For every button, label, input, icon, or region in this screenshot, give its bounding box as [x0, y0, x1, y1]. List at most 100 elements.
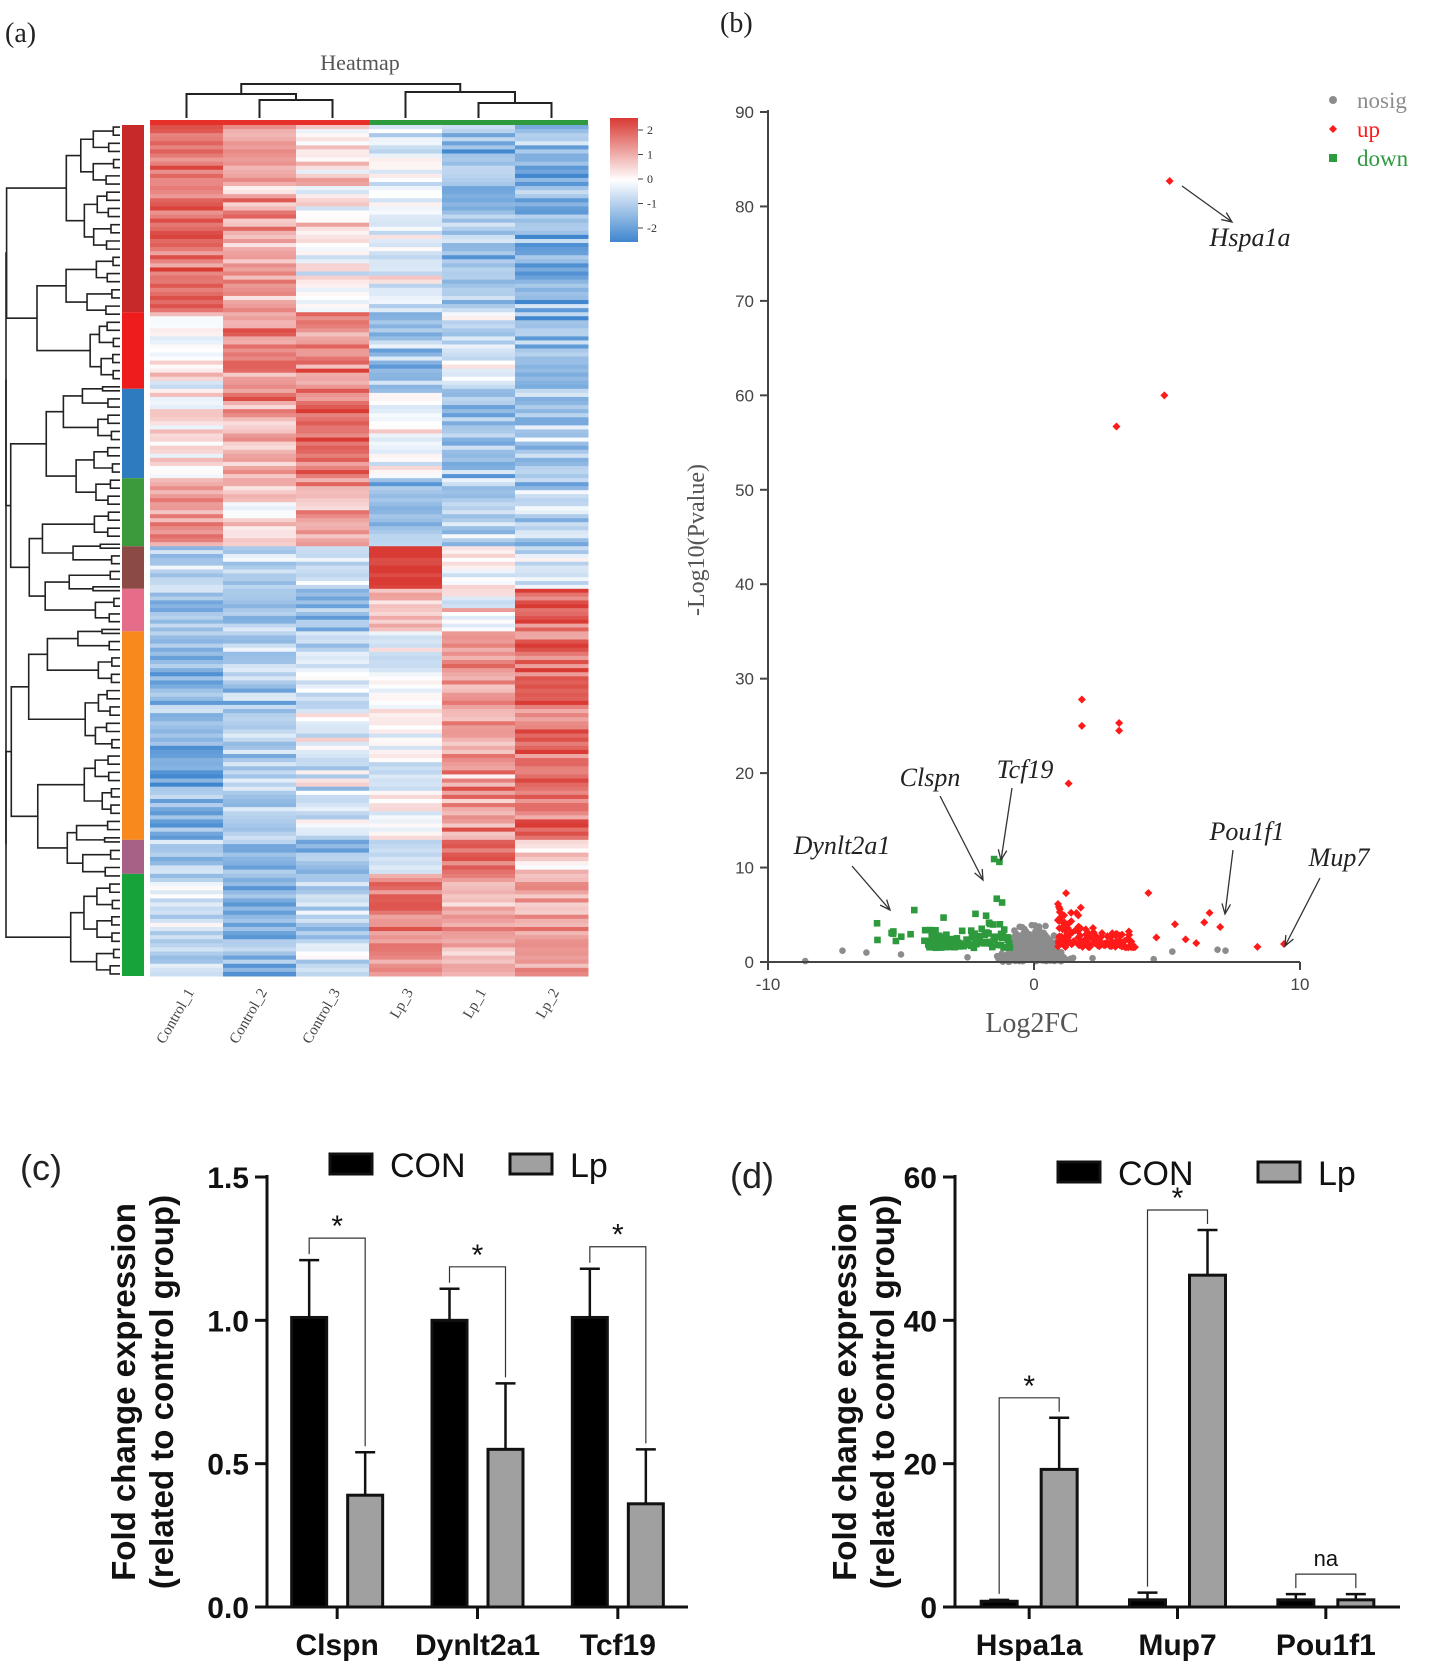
- heatmap-cell: [369, 721, 443, 726]
- heatmap-cell: [442, 713, 516, 718]
- heatmap-cell: [296, 861, 370, 866]
- volcano-point-nosig: [1012, 941, 1020, 948]
- heatmap-cell: [515, 522, 589, 527]
- heatmap-cell: [369, 894, 443, 899]
- heatmap-cell: [369, 165, 443, 171]
- heatmap-column-label: Control_2: [227, 986, 271, 1047]
- heatmap-cell: [442, 762, 516, 767]
- heatmap-cell: [442, 210, 516, 216]
- heatmap-cell: [515, 409, 589, 414]
- heatmap-cell: [223, 267, 297, 273]
- heatmap-cell: [442, 835, 516, 841]
- heatmap-cell: [296, 721, 370, 726]
- heatmap-cell: [369, 457, 443, 463]
- heatmap-cell: [223, 206, 297, 211]
- heatmap-cell: [223, 619, 297, 625]
- volcano-point-up: [1125, 930, 1134, 939]
- heatmap-cell: [223, 918, 297, 924]
- significance-mark: *: [1172, 1182, 1184, 1215]
- heatmap-cell: [296, 202, 370, 207]
- bar-category-label: Pou1f1: [1276, 1629, 1376, 1662]
- heatmap-cell: [442, 129, 516, 134]
- heatmap-cell: [296, 565, 370, 570]
- bar-Lp: [486, 1447, 525, 1609]
- heatmap-cell: [515, 198, 589, 203]
- heatmap-cell: [442, 190, 516, 195]
- heatmap-cell: [515, 137, 589, 142]
- heatmap-cell: [150, 684, 224, 690]
- heatmap-cell: [442, 910, 516, 916]
- heatmap-cell: [442, 844, 516, 849]
- volcano-point-up: [1216, 923, 1225, 932]
- heatmap-cell: [442, 943, 516, 948]
- heatmap-cell: [442, 222, 516, 228]
- heatmap-cell: [223, 344, 297, 349]
- heatmap-cell: [369, 848, 443, 854]
- heatmap-cell: [442, 546, 516, 551]
- heatmap-cell: [515, 592, 589, 598]
- heatmap-cell: [369, 561, 443, 567]
- heatmap-cell: [150, 655, 224, 661]
- bar-y-tick-label: 0: [920, 1592, 937, 1625]
- heatmap-cell: [296, 421, 370, 426]
- heatmap-cell: [223, 664, 297, 669]
- heatmap-cell: [150, 664, 224, 669]
- heatmap-cell: [296, 425, 370, 430]
- heatmap-cell: [515, 247, 589, 252]
- bar-category-label: Tcf19: [580, 1629, 656, 1662]
- heatmap-cell: [223, 782, 297, 788]
- heatmap-cell: [369, 376, 443, 382]
- heatmap-cell: [296, 295, 370, 301]
- significance-mark: *: [1023, 1370, 1035, 1403]
- volcano-point-nosig: [964, 953, 971, 961]
- heatmap-cells: [150, 125, 589, 977]
- heatmap-cell: [369, 939, 443, 944]
- significance-bracket: [1295, 1573, 1357, 1589]
- heatmap-cell: [150, 931, 224, 936]
- heatmap-cell: [515, 364, 589, 370]
- heatmap-cell: [150, 774, 224, 780]
- heatmap-cell: [296, 588, 370, 594]
- heatmap-cell: [150, 308, 224, 313]
- heatmap-cell: [515, 161, 589, 167]
- heatmap-cell: [515, 766, 589, 771]
- heatmap-cell: [442, 283, 516, 289]
- heatmap-cell: [515, 340, 589, 345]
- heatmap-cell: [442, 376, 516, 382]
- heatmap-cell: [223, 405, 297, 410]
- heatmap-cell: [515, 267, 589, 273]
- heatmap-cell: [369, 947, 443, 952]
- heatmap-cell: [296, 518, 370, 523]
- heatmap-cell: [515, 922, 589, 928]
- volcano-point-up: [1058, 923, 1067, 932]
- dendrogram-branch: [110, 804, 120, 815]
- panel-b-label: (b): [720, 8, 753, 39]
- heatmap-cell: [442, 368, 516, 374]
- heatmap-cell: [223, 161, 297, 167]
- volcano-point-down: [907, 930, 914, 938]
- heatmap-cell: [515, 939, 589, 944]
- heatmap-cell: [442, 202, 516, 207]
- heatmap-cell: [223, 230, 297, 236]
- heatmap-cell: [515, 811, 589, 816]
- heatmap-cell: [442, 538, 516, 543]
- heatmap-cell: [150, 534, 224, 539]
- heatmap-cell: [223, 951, 297, 957]
- heatmap-cell: [296, 413, 370, 418]
- heatmap-cell: [515, 753, 589, 759]
- heatmap-cell: [296, 433, 370, 439]
- heatmap-cell: [369, 676, 443, 681]
- heatmap-cell: [442, 218, 516, 224]
- heatmap-cell: [150, 538, 224, 543]
- heatmap-cell: [223, 877, 297, 883]
- heatmap-cell: [296, 561, 370, 567]
- heatmap-cell: [515, 844, 589, 849]
- heatmap-cell: [515, 815, 589, 820]
- volcano-point-down: [873, 919, 881, 927]
- volcano-point-up: [1076, 924, 1085, 933]
- heatmap-cell: [442, 861, 516, 866]
- heatmap-cell: [223, 259, 297, 264]
- heatmap-cell: [515, 856, 589, 862]
- heatmap-cell: [296, 659, 370, 665]
- heatmap-cell: [515, 745, 589, 751]
